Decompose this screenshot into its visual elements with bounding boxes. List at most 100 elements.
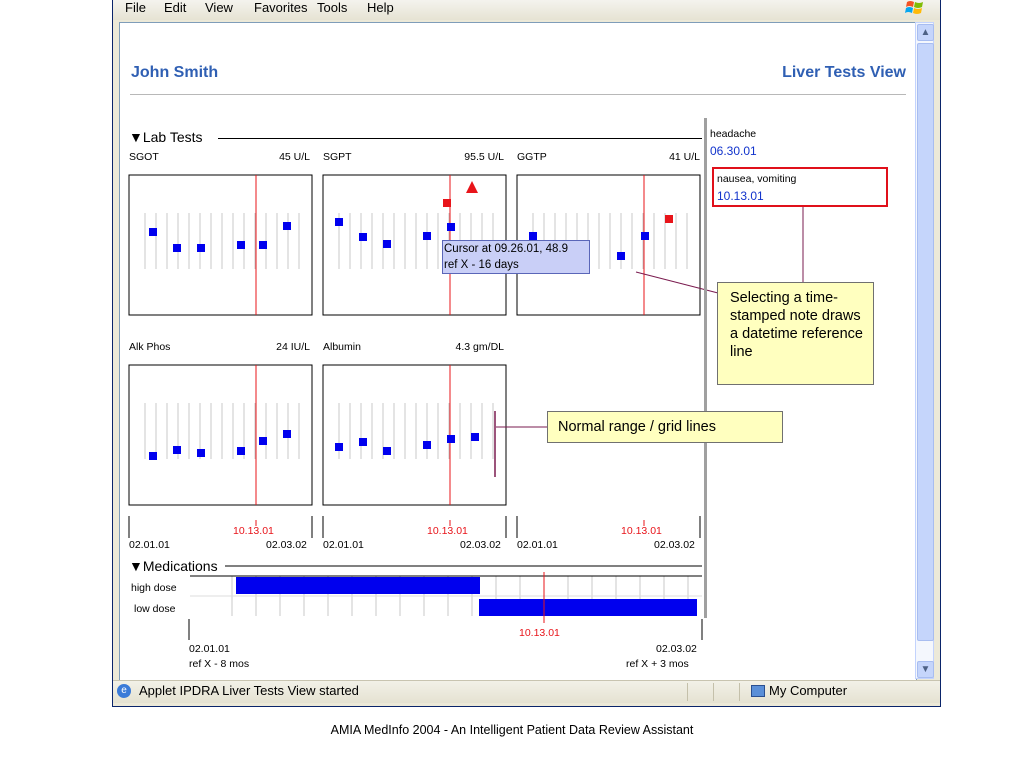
lab-tests-label: Lab Tests: [142, 129, 203, 145]
chart-value-albumin: 4.3 gm/DL: [455, 341, 504, 353]
menu-tools[interactable]: Tools: [317, 0, 348, 15]
my-computer-icon: [751, 685, 765, 697]
data-point: [197, 449, 205, 457]
data-point: [173, 244, 181, 252]
chart-value-sgpt: 95.5 U/L: [464, 151, 504, 163]
scroll-down-button[interactable]: ▼: [917, 661, 934, 678]
data-point: [335, 443, 343, 451]
data-point: [237, 241, 245, 249]
data-point: [259, 241, 267, 249]
med-bar-low-dose: [479, 599, 697, 616]
data-point: [359, 233, 367, 241]
note-date-1[interactable]: 10.13.01: [717, 189, 764, 203]
medications-label: Medications: [142, 558, 218, 574]
data-point: [283, 222, 291, 230]
axis-ref-sgot: 10.13.01: [233, 525, 274, 537]
data-point: [423, 232, 431, 240]
note-callout: Selecting a time-stamped note draws a da…: [717, 282, 874, 385]
chart-box-alkphos: [128, 364, 313, 506]
medications-toggle[interactable]: ▼Medications: [129, 558, 218, 574]
out-of-range-marker: [466, 181, 478, 193]
menu-help[interactable]: Help: [367, 0, 394, 15]
data-point: [173, 446, 181, 454]
grid-callout: Normal range / grid lines: [547, 411, 783, 443]
lab-charts-canvas: [128, 174, 804, 640]
status-divider: [713, 683, 714, 701]
axis-start-ggtp: 02.01.01: [517, 539, 558, 551]
axis-ref-ggtp: 10.13.01: [621, 525, 662, 537]
data-point: [149, 452, 157, 460]
axis-end-sgpt: 02.03.02: [460, 539, 501, 551]
cursor-tooltip: Cursor at 09.26.01, 48.9 ref X - 16 days: [442, 240, 590, 274]
chart-name-albumin: Albumin: [323, 341, 361, 353]
note-date-0[interactable]: 06.30.01: [710, 144, 757, 158]
view-title: Liver Tests View: [782, 64, 906, 81]
data-point: [617, 252, 625, 260]
header-divider: [130, 94, 906, 95]
slide-caption: AMIA MedInfo 2004 - An Intelligent Patie…: [330, 723, 694, 737]
data-point-highlight: [665, 215, 673, 223]
med-row-high: high dose: [131, 582, 177, 594]
status-text: Applet IPDRA Liver Tests View started: [139, 683, 359, 698]
data-point: [359, 438, 367, 446]
axis-ref-sgpt: 10.13.01: [427, 525, 468, 537]
note-text-0: headache: [710, 128, 757, 140]
applet-viewport: John Smith Liver Tests View ▼Lab Tests S…: [119, 22, 917, 681]
windows-logo-icon: [905, 1, 923, 14]
chart-box-sgot: [128, 174, 313, 316]
menu-view[interactable]: View: [205, 0, 233, 15]
chart-name-ggtp: GGTP: [517, 151, 547, 163]
med-bar-high-dose: [236, 577, 480, 594]
chart-name-alkphos: Alk Phos: [129, 341, 171, 353]
data-point: [383, 447, 391, 455]
data-point: [641, 232, 649, 240]
status-zone: My Computer: [769, 683, 848, 698]
med-end-rel: ref X + 3 mos: [626, 658, 689, 670]
data-point: [197, 244, 205, 252]
menu-file[interactable]: File: [125, 0, 146, 15]
med-start-date: 02.01.01: [189, 643, 230, 655]
status-divider: [687, 683, 688, 701]
data-point: [447, 435, 455, 443]
axis-start-sgpt: 02.01.01: [323, 539, 364, 551]
chart-name-sgpt: SGPT: [323, 151, 352, 163]
browser-window: File Edit View Favorites Tools Help John…: [112, 0, 941, 707]
axis-end-ggtp: 02.03.02: [654, 539, 695, 551]
med-start-rel: ref X - 8 mos: [189, 658, 250, 670]
axis-start-sgot: 02.01.01: [129, 539, 170, 551]
tooltip-line1: Cursor at 09.26.01, 48.9: [444, 243, 569, 255]
data-point: [335, 218, 343, 226]
data-point: [447, 223, 455, 231]
status-divider: [739, 683, 740, 701]
axis-end-sgot: 02.03.02: [266, 539, 307, 551]
tooltip-line2: ref X - 16 days: [444, 259, 519, 271]
chart-value-ggtp: 41 U/L: [669, 151, 700, 163]
scroll-thumb[interactable]: [917, 43, 934, 641]
menu-favorites[interactable]: Favorites: [254, 0, 308, 15]
menu-edit[interactable]: Edit: [164, 0, 187, 15]
data-point: [237, 447, 245, 455]
status-bar: e Applet IPDRA Liver Tests View started …: [113, 680, 940, 703]
patient-name: John Smith: [131, 64, 219, 81]
data-point: [471, 433, 479, 441]
chart-name-sgot: SGOT: [129, 151, 159, 163]
med-ref-date: 10.13.01: [519, 627, 560, 639]
data-point-highlight: [443, 199, 451, 207]
scroll-up-button[interactable]: ▲: [917, 24, 934, 41]
med-row-low: low dose: [134, 603, 176, 615]
chart-value-alkphos: 24 IU/L: [276, 341, 310, 353]
data-point: [423, 441, 431, 449]
med-end-date: 02.03.02: [656, 643, 697, 655]
chart-value-sgot: 45 U/L: [279, 151, 310, 163]
data-point: [149, 228, 157, 236]
lab-tests-toggle[interactable]: ▼Lab Tests: [129, 129, 203, 145]
note-text-1: nausea, vomiting: [717, 173, 797, 185]
lab-tests-rule: [218, 138, 702, 139]
ie-page-icon: e: [117, 684, 131, 698]
vertical-scrollbar[interactable]: ▲ ▼: [915, 22, 934, 679]
data-point: [283, 430, 291, 438]
data-point: [383, 240, 391, 248]
menu-bar: File Edit View Favorites Tools Help: [113, 0, 940, 20]
note-selected[interactable]: nausea, vomiting 10.13.01: [712, 167, 888, 207]
notes-splitter[interactable]: [704, 118, 707, 618]
